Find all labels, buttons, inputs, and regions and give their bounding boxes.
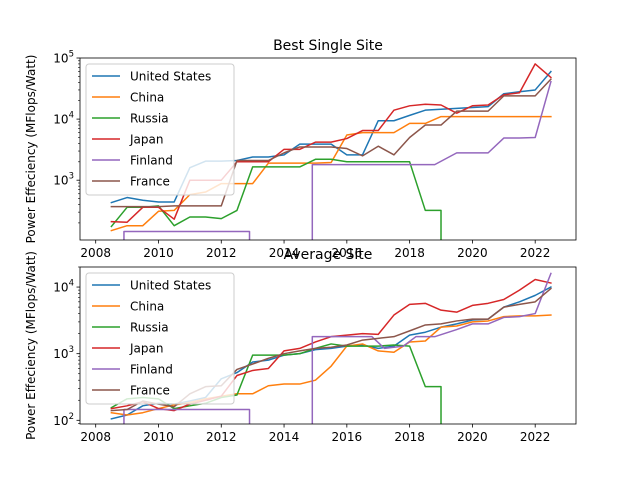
chart-1-xtick-label-2018: 2018 <box>394 430 425 444</box>
chart-1-legend-label-united-states: United States <box>130 279 211 293</box>
chart-1-ytick-label-2: 102 <box>53 412 74 428</box>
chart-0-ytick-label-4: 104 <box>53 111 74 127</box>
chart-0-legend-label-united-states: United States <box>130 70 211 84</box>
chart-0-legend-label-finland: Finland <box>130 154 173 168</box>
chart-0-ytick-label-3: 103 <box>53 172 74 188</box>
chart-0-title: Best Single Site <box>273 38 383 54</box>
chart-0-legend-label-china: China <box>130 91 164 105</box>
chart-0-xtick-label-2018: 2018 <box>394 246 425 260</box>
chart-1-legend-label-japan: Japan <box>129 342 163 356</box>
chart-0-series-china <box>110 115 552 232</box>
chart-1-xtick-label-2012: 2012 <box>206 430 237 444</box>
chart-0-series-france <box>110 78 552 208</box>
chart-0-xtick-label-2014: 2014 <box>269 246 300 260</box>
chart-1-ytick-label-3: 103 <box>53 345 74 361</box>
chart-1-xtick-label-2022: 2022 <box>520 430 551 444</box>
chart-1-axes-frame <box>79 266 577 425</box>
chart-1-title: Average Site <box>284 247 373 263</box>
chart-1-ylabel: Power Effeciency (MFlops/Watt) <box>24 251 38 440</box>
chart-1-series-finland <box>123 272 552 424</box>
chart-1-legend-label-finland: Finland <box>130 363 173 377</box>
chart-0-axes-frame <box>79 57 577 241</box>
chart-0-series-finland <box>123 80 552 240</box>
chart-0-xtick-label-2012: 2012 <box>206 246 237 260</box>
chart-1-legend-label-france: France <box>130 384 170 398</box>
chart-0-xtick-label-2020: 2020 <box>457 246 488 260</box>
chart-1-legend-label-china: China <box>130 300 164 314</box>
chart-1-xtick-label-2008: 2008 <box>80 430 111 444</box>
chart-0-xtick-label-2022: 2022 <box>520 246 551 260</box>
chart-0-legend-box <box>85 63 235 196</box>
chart-1-xtick-label-2014: 2014 <box>269 430 300 444</box>
chart-0-ylabel: Power Effeciency (MFlops/Watt) <box>24 55 38 244</box>
chart-0-xtick-label-2008: 2008 <box>80 246 111 260</box>
chart-1-xtick-label-2016: 2016 <box>332 430 363 444</box>
best-single-site-chart: 2008 2010 2012 2014 2016 2018 2020 2022 103 104 10… <box>24 38 577 260</box>
chart-0-legend-label-france: France <box>130 175 170 189</box>
chart-0-legend: United States China Russia Japan Finland Fran… <box>85 63 235 196</box>
chart-0-xtick-label-2016: 2016 <box>332 246 363 260</box>
chart-1-xtick-label-2010: 2010 <box>143 430 174 444</box>
chart-1-xtick-label-2020: 2020 <box>457 430 488 444</box>
chart-0-ytick-label-5: 105 <box>53 50 74 66</box>
chart-1-ytick-label-4: 104 <box>53 279 74 295</box>
chart-1-legend-box <box>85 272 235 405</box>
chart-0-series-russia <box>110 158 442 240</box>
chart-0-legend-label-japan: Japan <box>129 133 163 147</box>
chart-1-legend: United States China Russia Japan Finland Fran… <box>85 272 235 405</box>
average-site-chart: 2008 2010 2012 2014 2016 2018 2020 2022 102 103 10… <box>24 247 577 444</box>
chart-0-legend-label-russia: Russia <box>130 112 169 126</box>
chart-0-xtick-label-2010: 2010 <box>143 246 174 260</box>
chart-1-legend-label-russia: Russia <box>130 321 169 335</box>
